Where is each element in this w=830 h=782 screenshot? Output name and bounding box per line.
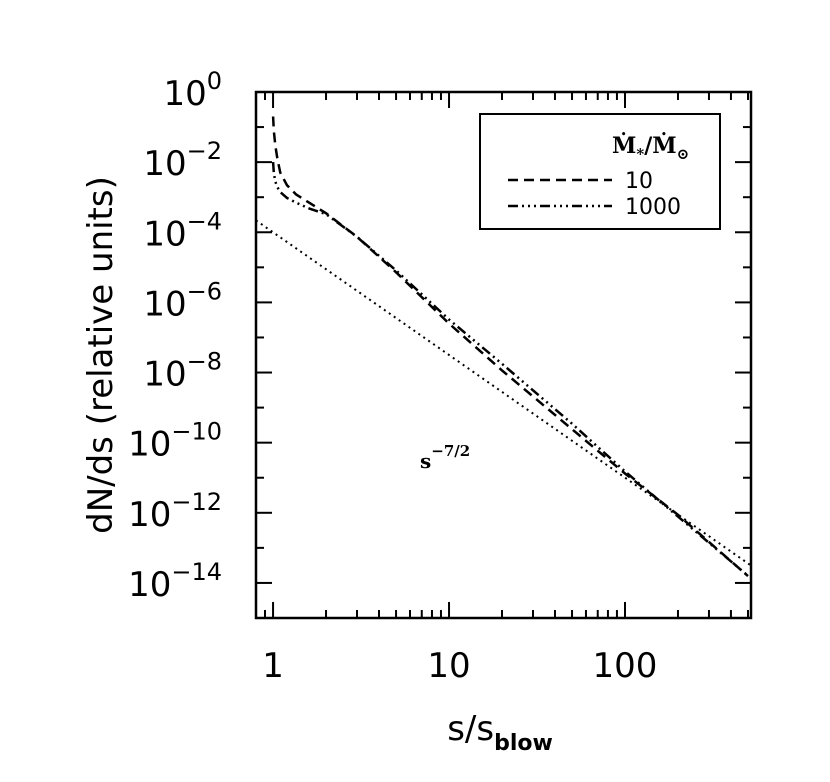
y-tick-label: 10−14	[128, 558, 222, 605]
x-axis-title: s/sblow	[447, 709, 553, 756]
y-tick-label: 10−2	[143, 137, 222, 184]
plot-frame	[254, 90, 753, 620]
series-lines	[255, 116, 752, 578]
y-tick-label: 10−6	[143, 277, 222, 324]
x-tick-label: 100	[593, 646, 658, 686]
legend: Ṁ*/Ṁ⊙ 10 1000	[479, 113, 721, 230]
series-line-s72	[255, 219, 752, 567]
x-tick-label: 1	[262, 646, 284, 686]
legend-label-10: 10	[625, 169, 653, 194]
legend-label-1000: 1000	[625, 195, 681, 220]
series-line-10	[271, 116, 749, 578]
y-tick-label: 10−12	[128, 488, 222, 535]
legend-title: Ṁ*/Ṁ⊙	[612, 132, 689, 163]
y-axis-title: dN/ds (relative units)	[81, 176, 121, 534]
y-tick-label: 10−4	[143, 207, 222, 254]
y-tick-label: 100	[163, 67, 222, 114]
x-tick-label: 10	[427, 646, 470, 686]
y-tick-label: 10−10	[128, 418, 222, 465]
legend-box	[479, 113, 721, 230]
y-tick-label: 10−8	[143, 348, 222, 395]
slope-annotation: s−7/2	[420, 442, 470, 473]
y-axis-ticks: 100 10−2 10−4 10−6 10−8 10−10 10−12 10−14	[128, 67, 751, 619]
x-axis-ticks: 1 10 100	[255, 92, 750, 686]
